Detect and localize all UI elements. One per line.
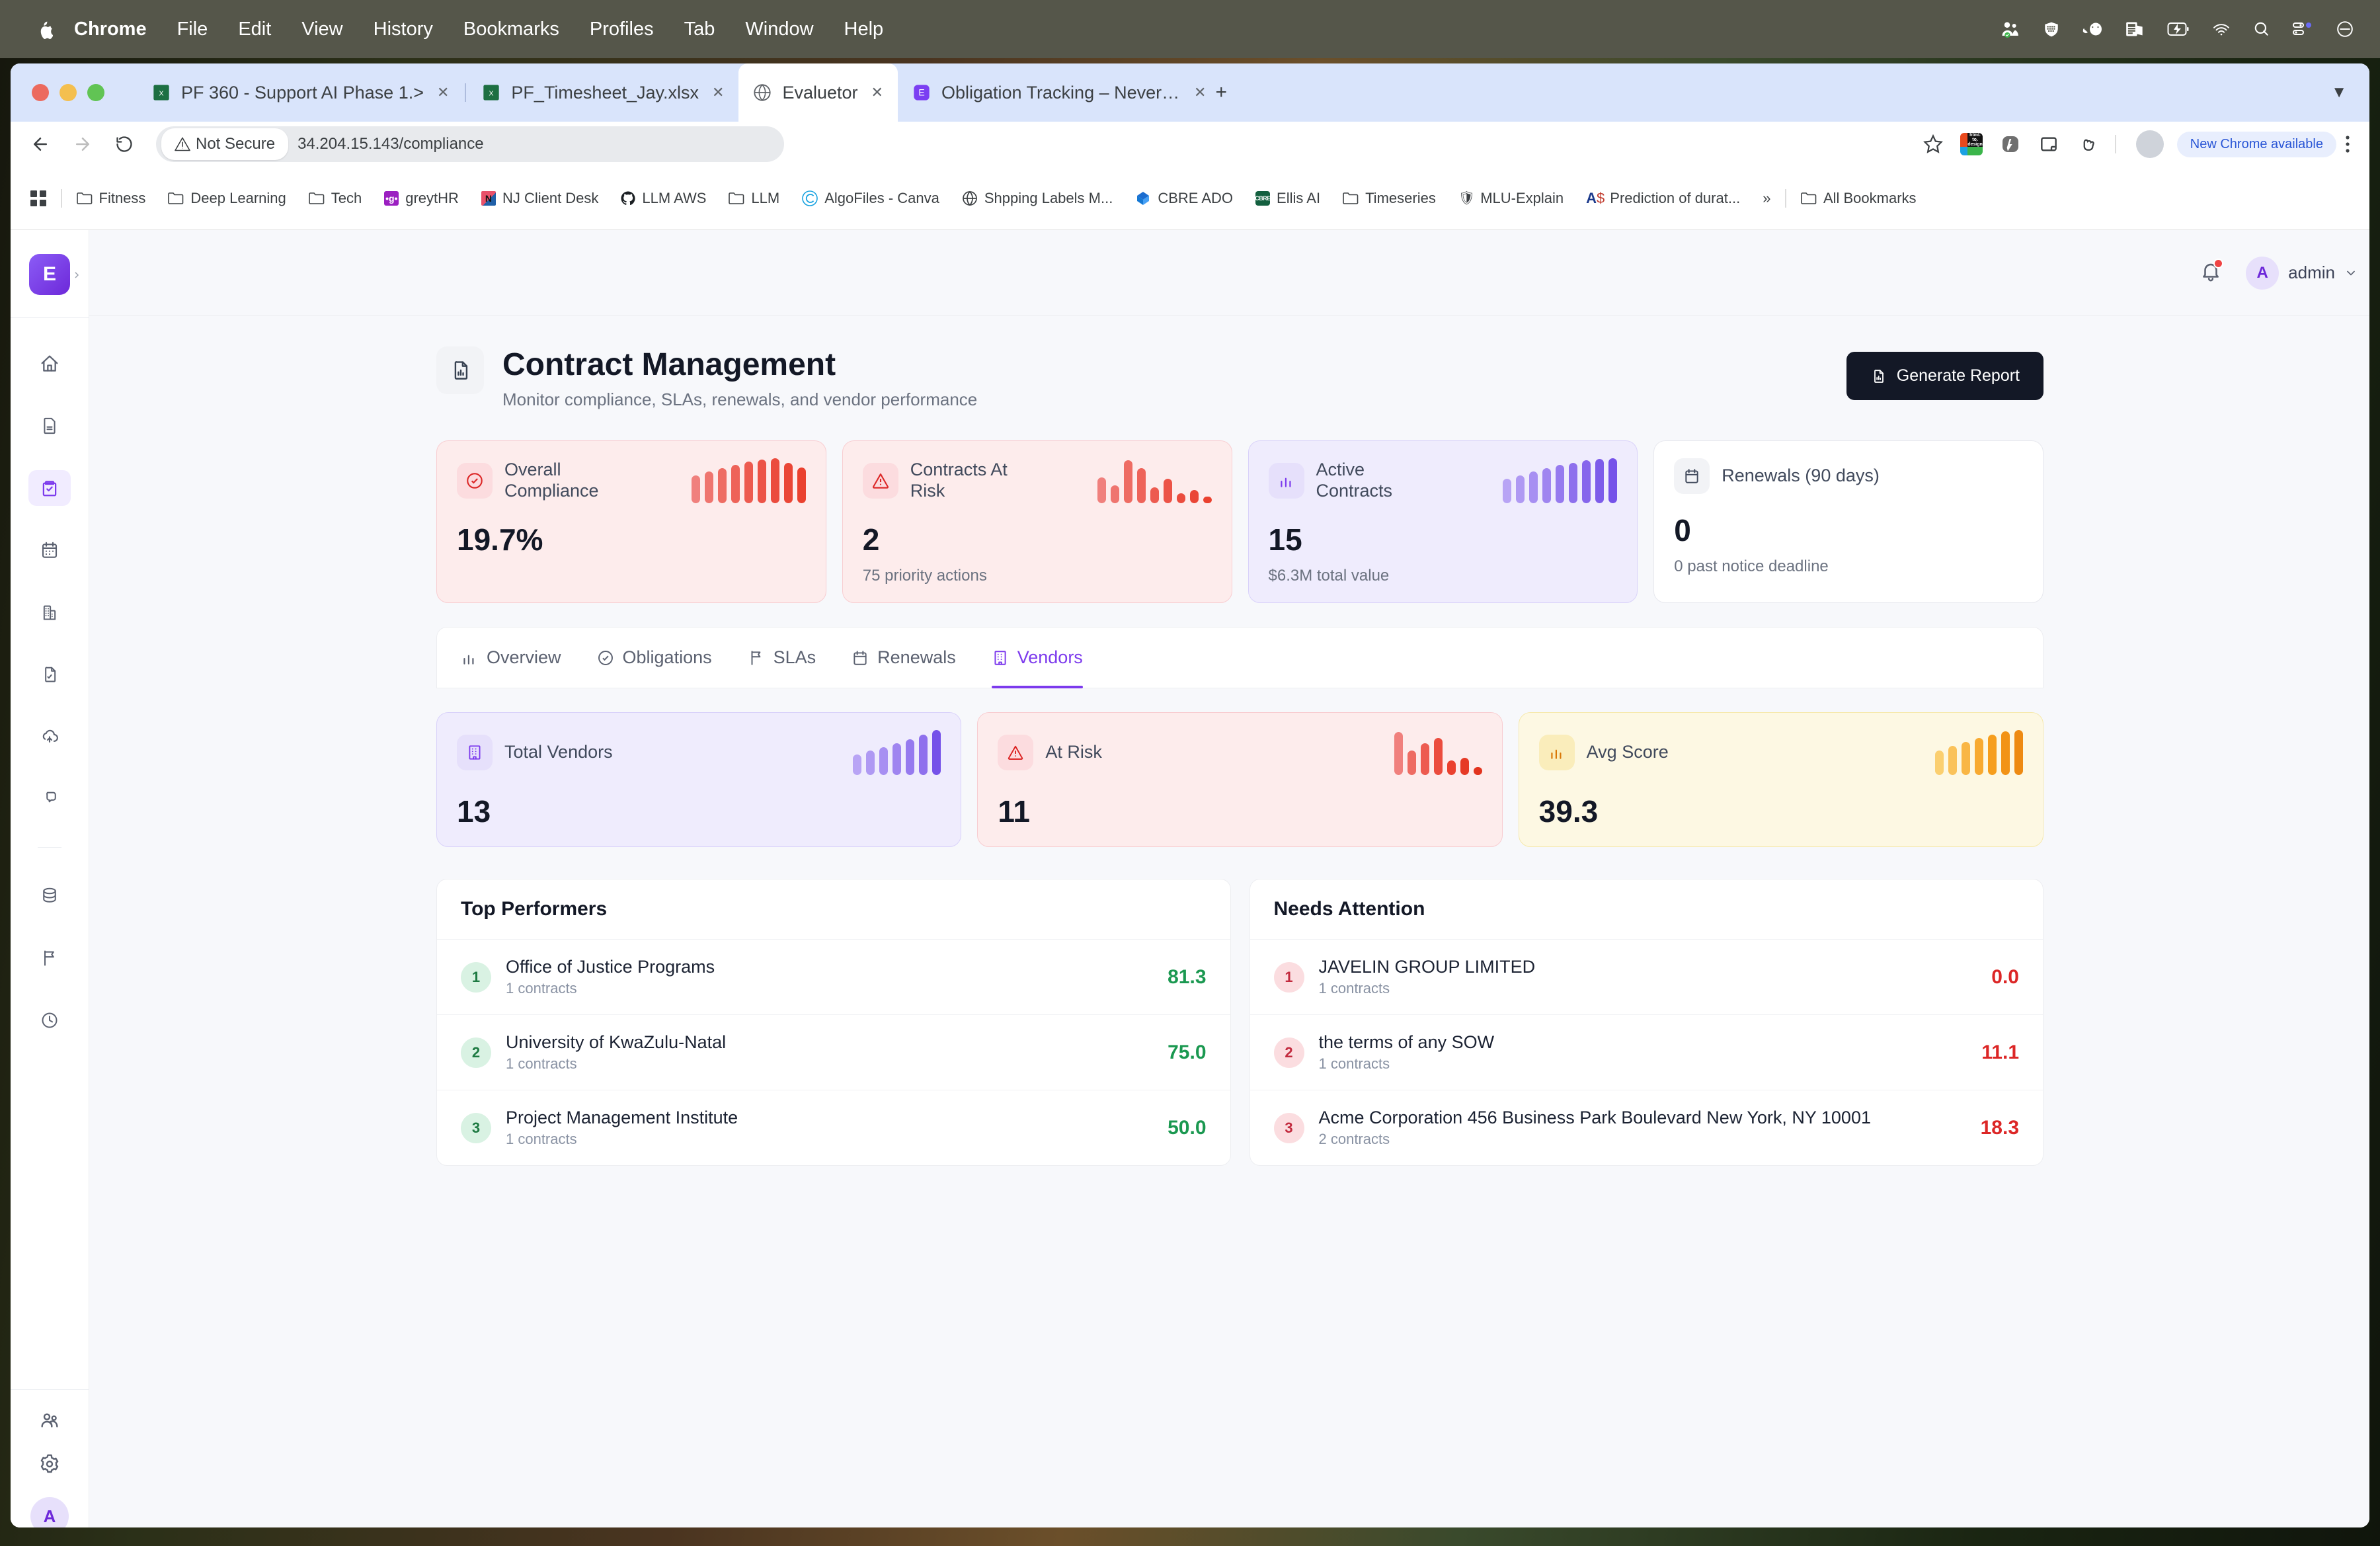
svg-text:X: X xyxy=(159,90,163,98)
svg-text:X: X xyxy=(489,90,494,98)
svg-text:E: E xyxy=(918,87,924,98)
